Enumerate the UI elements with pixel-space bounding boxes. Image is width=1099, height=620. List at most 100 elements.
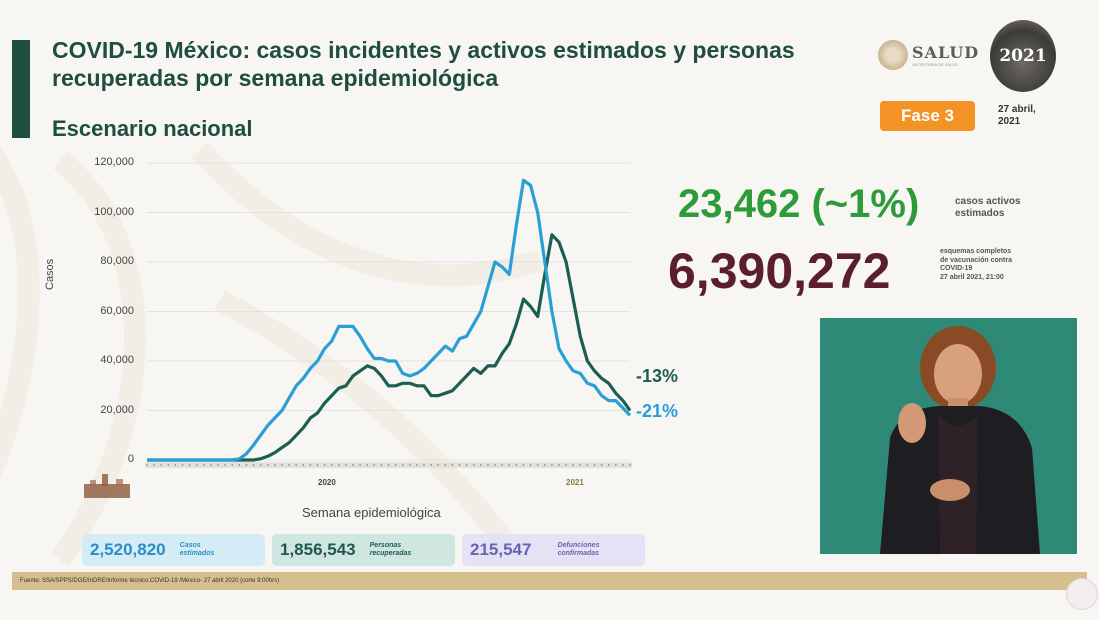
report-date: 27 abril, 2021 bbox=[998, 104, 1036, 127]
stat-label-line: Personas bbox=[369, 542, 402, 549]
x-tick bbox=[238, 464, 241, 466]
incident-change-annotation: -21% bbox=[636, 401, 679, 421]
stat-label-line: recuperadas bbox=[369, 550, 412, 557]
stat-label-line: Casos bbox=[179, 542, 201, 549]
x-tick bbox=[174, 464, 177, 466]
x-tick bbox=[302, 464, 304, 466]
x-tick bbox=[252, 464, 255, 466]
x-tick bbox=[615, 464, 617, 466]
x-tick bbox=[196, 464, 198, 466]
x-tick bbox=[217, 464, 219, 466]
x-tick bbox=[572, 464, 574, 466]
vaccination-figure: 6,390,272 bbox=[668, 243, 891, 299]
vaccination-label: esquemas completos de vacunación contra … bbox=[940, 248, 1012, 282]
incident-cases-line bbox=[147, 178, 632, 462]
stat-value: 2,520,820 bbox=[90, 540, 166, 559]
x-tick bbox=[146, 464, 148, 466]
x-tick bbox=[600, 464, 603, 466]
x-tick bbox=[529, 464, 532, 466]
year-2021-logo: 2021 bbox=[990, 20, 1056, 92]
stat-estimated-cases: 2,520,820 Casos estimados bbox=[82, 534, 265, 566]
page-title: COVID-19 México: casos incidentes y acti… bbox=[52, 37, 795, 91]
stat-label-line: Defunciones bbox=[557, 542, 600, 549]
vaccination-label-line: de vacunación contra bbox=[940, 256, 1012, 264]
institution-building-icon bbox=[84, 474, 130, 498]
x-tick bbox=[224, 464, 226, 466]
x-tick bbox=[444, 464, 447, 466]
vaccination-label-line: COVID-19 bbox=[940, 265, 973, 272]
x-axis-label: Semana epidemiológica bbox=[302, 505, 441, 520]
x-tick bbox=[586, 464, 589, 466]
brand-name: SALUD bbox=[912, 43, 980, 62]
active-cases-figure: 23,462 (~1%) bbox=[678, 182, 920, 226]
stat-label: Defunciones confirmadas bbox=[557, 542, 599, 558]
x-tick bbox=[181, 464, 184, 466]
logo-year: 2021 bbox=[999, 46, 1047, 66]
stat-label: Personas recuperadas bbox=[370, 542, 412, 558]
x-tick bbox=[480, 464, 482, 466]
sign-language-interpreter-video bbox=[820, 318, 1077, 554]
stat-recovered: 1,856,543 Personas recuperadas bbox=[272, 534, 455, 566]
x-tick bbox=[409, 464, 411, 466]
x-tick bbox=[203, 464, 205, 466]
x-tick bbox=[579, 464, 581, 466]
x-tick bbox=[536, 464, 539, 466]
x-tick bbox=[153, 464, 155, 466]
y-tick-label: 100,000 bbox=[94, 205, 134, 218]
stat-deaths: 215,547 Defunciones confirmadas bbox=[462, 534, 645, 566]
x-tick bbox=[366, 464, 368, 466]
interpreter-figure bbox=[880, 326, 1040, 554]
x-tick bbox=[338, 464, 340, 466]
y-tick-label: 40,000 bbox=[100, 354, 134, 366]
x-tick bbox=[274, 464, 276, 466]
x-tick bbox=[167, 464, 170, 466]
source-footer: Fuente: SSA/SPPS/DGE/InDRE/Informe técni… bbox=[12, 572, 1087, 590]
x-tick bbox=[394, 464, 397, 466]
y-tick-label: 80,000 bbox=[100, 255, 134, 267]
x-tick bbox=[160, 464, 162, 466]
government-seal-icon bbox=[1066, 578, 1098, 610]
x-tick bbox=[345, 464, 347, 466]
x-tick bbox=[494, 464, 496, 466]
x-tick bbox=[359, 464, 361, 466]
title-accent-bar bbox=[12, 40, 30, 138]
stat-label: Casos estimados bbox=[180, 542, 215, 558]
y-tick-label: 0 bbox=[127, 453, 134, 465]
x-tick bbox=[473, 464, 475, 466]
x-tick bbox=[402, 464, 404, 466]
vaccination-label-line: 27 abril 2021, 21:00 bbox=[940, 273, 1004, 281]
x-year-label-2020: 2020 bbox=[318, 478, 336, 487]
x-tick bbox=[352, 464, 354, 466]
x-tick bbox=[515, 464, 518, 466]
stat-value: 215,547 bbox=[470, 540, 532, 559]
salud-logo: SALUD SECRETARÍA DE SALUD bbox=[878, 40, 979, 70]
y-tick-label: 120,000 bbox=[94, 156, 134, 168]
x-tick bbox=[295, 464, 297, 466]
page-subtitle: Escenario nacional bbox=[52, 116, 253, 141]
x-tick bbox=[629, 464, 631, 466]
x-tick bbox=[373, 464, 375, 466]
x-tick bbox=[487, 464, 489, 466]
x-tick bbox=[288, 464, 290, 466]
x-tick bbox=[245, 464, 248, 466]
x-tick bbox=[522, 464, 525, 466]
x-tick bbox=[387, 464, 390, 466]
mexico-seal-icon bbox=[878, 40, 908, 70]
x-tick bbox=[188, 464, 191, 466]
x-tick bbox=[565, 464, 567, 466]
stat-label-line: estimados bbox=[179, 550, 215, 557]
x-tick bbox=[267, 464, 269, 466]
brand-subtitle: SECRETARÍA DE SALUD bbox=[912, 62, 959, 67]
x-tick bbox=[380, 464, 383, 466]
x-tick bbox=[231, 464, 233, 466]
y-tick-label: 60,000 bbox=[100, 304, 134, 317]
x-tick bbox=[544, 464, 546, 466]
x-tick bbox=[558, 464, 560, 466]
x-tick bbox=[622, 464, 624, 466]
x-tick bbox=[607, 464, 610, 466]
phase-badge: Fase 3 bbox=[880, 101, 975, 131]
line-chart bbox=[145, 162, 632, 468]
x-tick bbox=[430, 464, 432, 466]
x-tick bbox=[458, 464, 461, 466]
x-tick bbox=[316, 464, 319, 466]
